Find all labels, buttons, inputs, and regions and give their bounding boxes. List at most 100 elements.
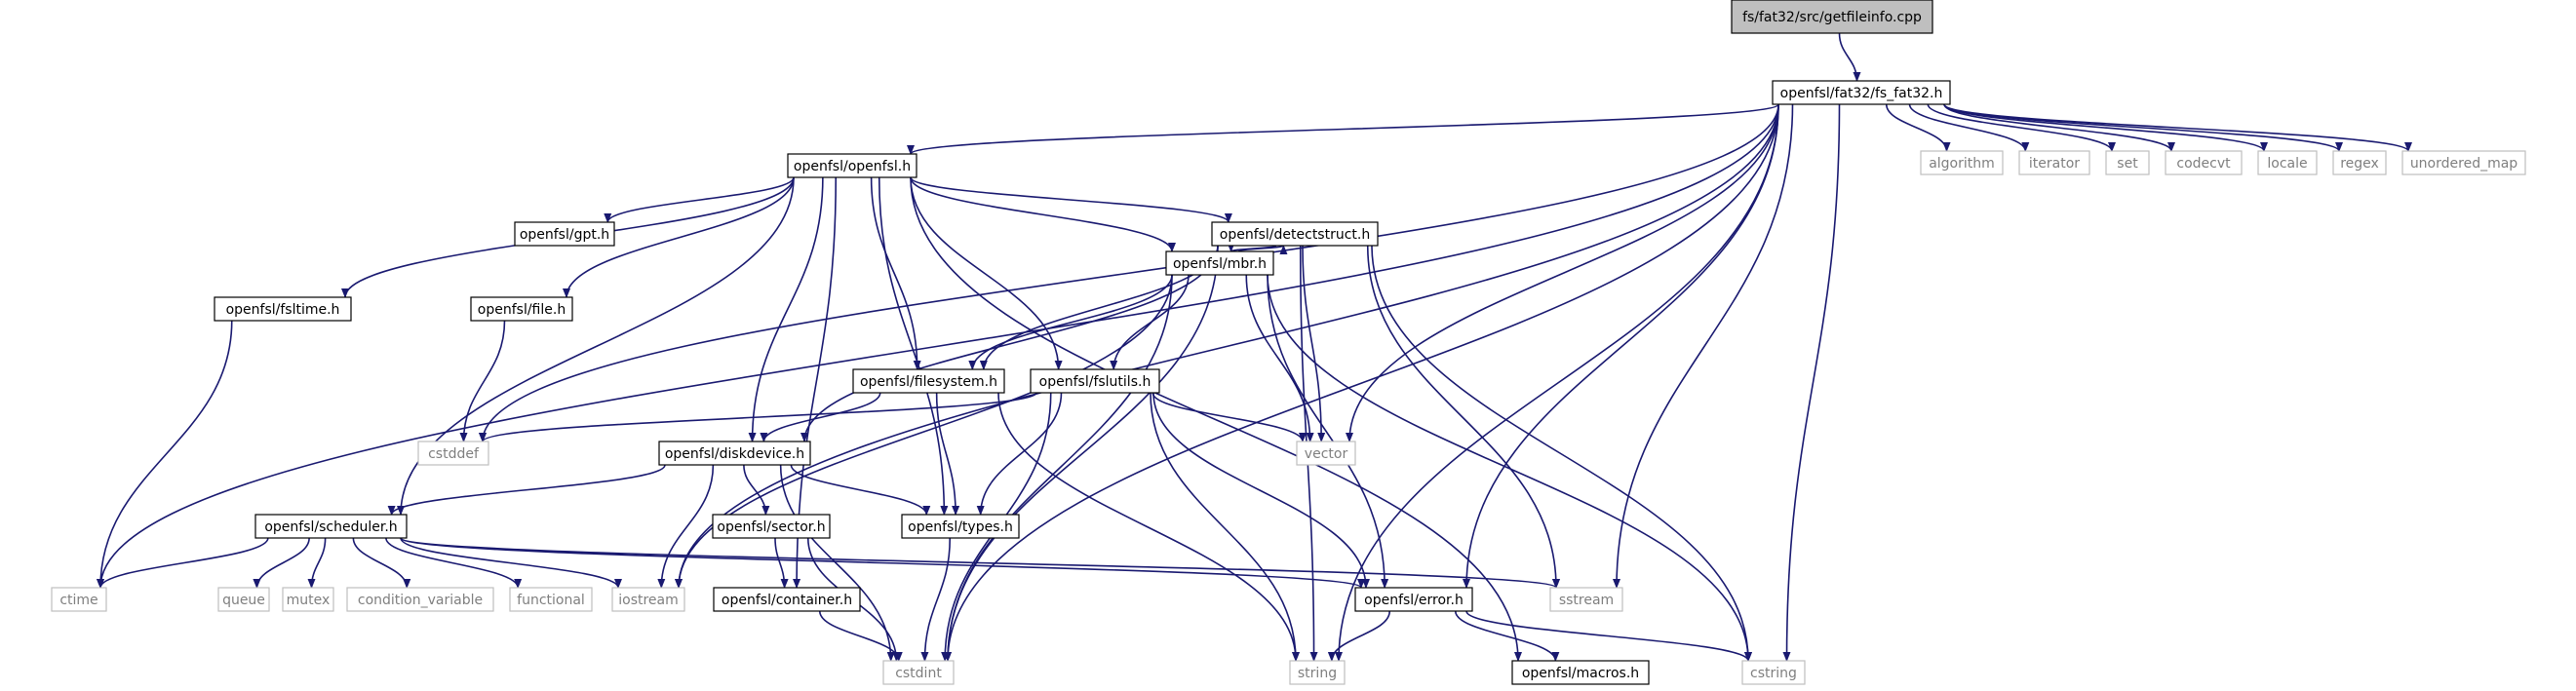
node-sector[interactable]: openfsl/sector.h — [712, 514, 831, 539]
edge-openfsl-to-diskdevice — [748, 176, 824, 442]
node-label: iterator — [2029, 156, 2080, 172]
node-file[interactable]: openfsl/file.h — [470, 296, 573, 322]
node-box — [509, 587, 593, 612]
node-label: openfsl/macros.h — [1522, 666, 1639, 681]
edges-layer — [97, 32, 2412, 662]
node-scheduler[interactable]: openfsl/scheduler.h — [254, 514, 408, 539]
node-box — [713, 587, 861, 612]
node-label: sstream — [1559, 593, 1614, 608]
node-label: openfsl/detectstruct.h — [1220, 227, 1370, 243]
node-box — [254, 514, 408, 539]
node-openfsl[interactable]: openfsl/openfsl.h — [787, 153, 917, 178]
edge-fs_fat32-to-cstddef — [479, 103, 1779, 442]
edge-fs_fat32-to-iostream — [675, 103, 1779, 589]
edge-fs_fat32-to-sstream — [1613, 103, 1794, 589]
edge-fsltime-to-ctime — [97, 320, 233, 589]
node-label: cstring — [1750, 666, 1797, 681]
edge-mbr-to-cstring — [1267, 274, 1752, 662]
node-mutex: mutex — [282, 587, 334, 612]
edge-fs_fat32-to-ctime — [97, 103, 1779, 589]
edge-fslutils-to-vector — [1151, 392, 1307, 442]
node-mbr[interactable]: openfsl/mbr.h — [1165, 250, 1274, 276]
node-label: regex — [2340, 156, 2379, 172]
edge-scheduler-to-functional — [385, 537, 523, 589]
node-condition-variable: condition_variable — [346, 587, 494, 612]
node-label: algorithm — [1929, 156, 1995, 172]
node-types[interactable]: openfsl/types.h — [901, 514, 1020, 539]
node-error[interactable]: openfsl/error.h — [1354, 587, 1473, 612]
edge-fs_fat32-to-iterator — [1908, 103, 2030, 152]
node-queue: queue — [217, 587, 270, 612]
edge-scheduler-to-mutex — [307, 537, 327, 589]
node-diskdevice[interactable]: openfsl/diskdevice.h — [658, 441, 811, 466]
node-label: openfsl/scheduler.h — [264, 519, 397, 535]
node-box — [712, 514, 831, 539]
node-box — [2401, 150, 2526, 175]
node-label: codecvt — [2176, 156, 2231, 172]
node-box — [2332, 150, 2387, 175]
node-label: openfsl/gpt.h — [520, 227, 609, 243]
node-box — [282, 587, 334, 612]
node-filesystem[interactable]: openfsl/filesystem.h — [852, 368, 1005, 394]
node-label: openfsl/fsltime.h — [226, 302, 340, 318]
node-label: openfsl/error.h — [1364, 593, 1464, 608]
node-box — [1772, 80, 1951, 105]
node-fsltime[interactable]: openfsl/fsltime.h — [214, 296, 352, 322]
node-label: ctime — [59, 593, 98, 608]
node-container[interactable]: openfsl/container.h — [713, 587, 861, 612]
node-label: cstddef — [428, 446, 480, 462]
node-label: cstdint — [895, 666, 942, 681]
edge-diskdevice-to-iostream — [657, 464, 715, 589]
edge-scheduler-to-sstream — [400, 537, 1560, 589]
node-label: openfsl/fslutils.h — [1039, 374, 1151, 390]
edge-detectstruct-to-diskdevice — [800, 245, 1219, 442]
edge-openfsl-to-filesystem — [870, 176, 921, 370]
node-functional: functional — [509, 587, 593, 612]
node-box — [1289, 660, 1346, 685]
node-regex: regex — [2332, 150, 2387, 175]
edge-detectstruct-to-vector — [1302, 245, 1326, 442]
edge-error-to-macros — [1454, 610, 1560, 662]
node-label: openfsl/container.h — [722, 593, 852, 608]
node-label: functional — [517, 593, 585, 608]
edge-fs_fat32-to-cstdint — [944, 103, 1779, 662]
node-box — [1211, 221, 1379, 247]
node-fslutils[interactable]: openfsl/fslutils.h — [1030, 368, 1160, 394]
edge-fs_fat32-to-cstring — [1782, 103, 1841, 662]
edge-scheduler-to-error — [400, 537, 1365, 589]
node-gpt[interactable]: openfsl/gpt.h — [514, 221, 615, 247]
edge-scheduler-to-queue — [253, 537, 310, 589]
node-box — [417, 441, 489, 466]
node-detectstruct[interactable]: openfsl/detectstruct.h — [1211, 221, 1379, 247]
node-label: openfsl/file.h — [478, 302, 566, 318]
node-label: string — [1298, 666, 1337, 681]
node-getfileinfo[interactable]: fs/fat32/src/getfileinfo.cpp — [1731, 0, 1933, 34]
node-algorithm: algorithm — [1920, 150, 2004, 175]
node-codecvt: codecvt — [2165, 150, 2243, 175]
node-ctime: ctime — [51, 587, 107, 612]
node-box — [611, 587, 685, 612]
edge-openfsl-to-detectstruct — [910, 176, 1232, 223]
node-iterator: iterator — [2018, 150, 2090, 175]
node-box — [1511, 660, 1650, 685]
node-box — [217, 587, 270, 612]
edge-fs_fat32-to-set — [1927, 103, 2116, 152]
node-string: string — [1289, 660, 1346, 685]
node-label: condition_variable — [358, 593, 483, 608]
node-label: queue — [222, 593, 265, 608]
edge-diskdevice-to-types — [790, 464, 931, 516]
node-label: mutex — [287, 593, 331, 608]
node-box — [1741, 660, 1806, 685]
node-box — [901, 514, 1020, 539]
edge-fslutils-to-string — [1150, 392, 1300, 662]
edge-filesystem-to-types — [935, 392, 960, 516]
edge-filesystem-to-string — [997, 392, 1300, 662]
edge-diskdevice-to-scheduler — [387, 464, 666, 516]
node-box — [852, 368, 1005, 394]
edge-openfsl-to-types — [878, 176, 949, 516]
node-box — [2257, 150, 2318, 175]
node-macros[interactable]: openfsl/macros.h — [1511, 660, 1650, 685]
edge-filesystem-to-diskdevice — [760, 392, 881, 442]
node-fs-fat32[interactable]: openfsl/fat32/fs_fat32.h — [1772, 80, 1951, 105]
node-label: openfsl/diskdevice.h — [665, 446, 804, 462]
